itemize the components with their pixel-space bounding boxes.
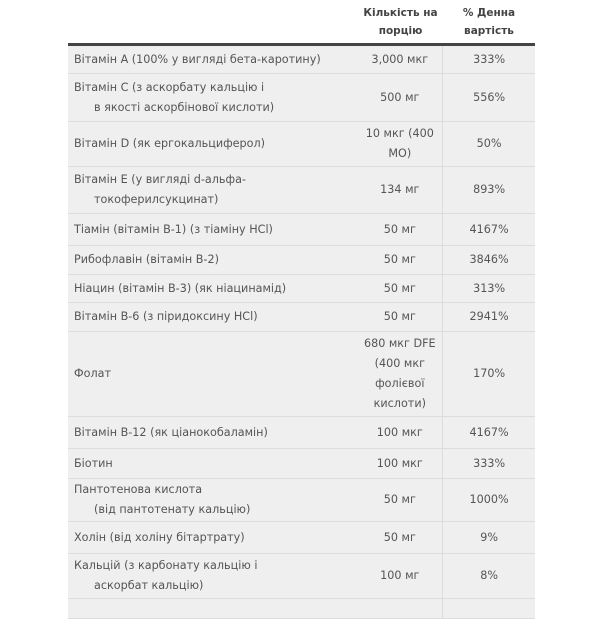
nutrient-name: Фолат	[68, 332, 357, 416]
table-row: Біотин 100 мкг 333%	[68, 449, 535, 479]
table-row: Вітамін Е (у вигляді d-альфа-токоферилсу…	[68, 167, 535, 214]
amount-per-serving: 50 мг	[383, 493, 416, 506]
header-daily-value: % Денна вартість	[462, 6, 516, 37]
daily-value: 4167%	[442, 214, 535, 245]
amount-per-serving: 10 мкг (400 МО)	[365, 127, 434, 160]
table-row: Ніацин (вітамін В-3) (як ніацинамід) 50 …	[68, 275, 535, 303]
amount-per-serving: 680 мкг DFE (400 мкг фолієвої кислоти)	[363, 337, 436, 410]
daily-value: 893%	[442, 167, 535, 213]
table-row: Фолат 680 мкг DFE (400 мкг фолієвої кисл…	[68, 332, 535, 417]
nutrient-name-line2: (від пантотенату кальцію)	[94, 503, 251, 516]
nutrient-name-line1: Вітамін С (з аскорбату кальцію і	[74, 80, 265, 94]
nutrient-name: Кальцій (з карбонату кальцію і аскорбат к…	[68, 554, 357, 598]
header-name	[68, 0, 358, 43]
amount-per-serving: 100 мкг	[376, 425, 423, 439]
table-header: Кількість на порцію % Денна вартість	[68, 0, 535, 46]
table-row: Вітамін С (з аскорбату кальцію і в якості…	[68, 74, 535, 122]
daily-value: 50%	[442, 122, 535, 166]
nutrient-name-line1: Вітамін Е (у вигляді d-альфа-	[74, 173, 246, 186]
nutrient-name: Тіамін (вітамін В-1) (з тіаміну HCl)	[68, 214, 357, 245]
amount-per-serving: 100 мкг	[376, 456, 423, 470]
nutrient-name-line1: Кальцій (з карбонату кальцію і	[74, 559, 258, 572]
daily-value: 556%	[442, 74, 535, 121]
amount-per-serving: 50 мг	[383, 281, 416, 295]
table-row: Тіамін (вітамін В-1) (з тіаміну HCl) 50 …	[68, 214, 535, 246]
amount-per-serving: 134 мг	[380, 183, 420, 196]
nutrient-name: Пантотенова кислота (від пантотенату каль…	[68, 479, 357, 521]
nutrient-name: Вітамін А (100% у вигляді бета-каротину)	[68, 46, 357, 73]
amount-per-serving: 50 мг	[383, 310, 416, 323]
amount-per-serving: 50 мг	[383, 222, 416, 236]
table-row: Холін (від холіну бітартрату) 50 мг 9%	[68, 522, 535, 554]
daily-value: 2941%	[442, 303, 535, 331]
header-amount: Кількість на порцію	[363, 6, 438, 37]
nutrient-name-line1: Біотин	[74, 456, 113, 470]
daily-value: 313%	[442, 275, 535, 302]
daily-value: 170%	[442, 332, 535, 416]
table-row: Вітамін В-12 (як ціанокобаламін) 100 мкг…	[68, 417, 535, 449]
nutrient-name-line1: Рибофлавін (вітамін В-2)	[74, 253, 219, 266]
amount-per-serving: 500 мг	[380, 90, 420, 104]
table-row: Вітамін D (як ергокальциферол) 10 мкг (4…	[68, 122, 535, 167]
nutrient-name: Рибофлавін (вітамін В-2)	[68, 246, 357, 274]
nutrient-name-line2: аскорбат кальцію)	[94, 579, 204, 592]
daily-value: 1000%	[442, 479, 535, 521]
daily-value: 333%	[442, 449, 535, 478]
amount-per-serving: 3,000 мкг	[371, 52, 429, 66]
supplement-facts-table: Кількість на порцію % Денна вартість Віт…	[68, 0, 535, 619]
daily-value: 9%	[442, 522, 535, 553]
daily-value: 4167%	[442, 417, 535, 448]
nutrient-name-line1: Ніацин (вітамін В-3) (як ніацинамід)	[74, 281, 287, 295]
nutrient-name-line2: токоферилсукцинат)	[94, 193, 219, 206]
nutrient-name: Вітамін С (з аскорбату кальцію і в якості…	[68, 74, 357, 121]
daily-value: 8%	[442, 554, 535, 598]
nutrient-name-line1: Холін (від холіну бітартрату)	[74, 530, 245, 544]
daily-value: 333%	[442, 46, 535, 73]
amount-per-serving: 50 мг	[383, 530, 416, 544]
nutrient-name-line1: Вітамін D (як ергокальциферол)	[74, 137, 266, 150]
nutrient-name-line1: Пантотенова кислота	[74, 483, 203, 496]
nutrient-name: Вітамін В-6 (з піридоксину HCl)	[68, 303, 357, 331]
nutrient-name: Вітамін Е (у вигляді d-альфа-токоферилсу…	[68, 167, 357, 213]
nutrient-name: Біотин	[68, 449, 357, 478]
nutrient-name-line1: Вітамін В-6 (з піридоксину HCl)	[74, 310, 258, 323]
table-row: Кальцій (з карбонату кальцію і аскорбат к…	[68, 554, 535, 599]
nutrient-name-line1: Тіамін (вітамін В-1) (з тіаміну HCl)	[74, 222, 273, 236]
nutrient-name: Вітамін В-12 (як ціанокобаламін)	[68, 417, 357, 448]
nutrient-name-line1: Вітамін А (100% у вигляді бета-каротину)	[74, 52, 321, 66]
table-row: Рибофлавін (вітамін В-2) 50 мг 3846%	[68, 246, 535, 275]
table-row	[68, 599, 535, 619]
table-row: Вітамін В-6 (з піридоксину HCl) 50 мг 29…	[68, 303, 535, 332]
nutrient-name: Вітамін D (як ергокальциферол)	[68, 122, 357, 166]
table-row: Пантотенова кислота (від пантотенату каль…	[68, 479, 535, 522]
nutrient-name: Холін (від холіну бітартрату)	[68, 522, 357, 553]
table-row: Вітамін А (100% у вигляді бета-каротину)…	[68, 46, 535, 74]
nutrient-name-line1: Фолат	[74, 367, 111, 380]
nutrient-name-line1: Вітамін В-12 (як ціанокобаламін)	[74, 425, 268, 439]
amount-per-serving: 50 мг	[383, 253, 416, 266]
daily-value: 3846%	[442, 246, 535, 274]
nutrient-name-line2: в якості аскорбінової кислоти)	[94, 100, 275, 114]
amount-per-serving: 100 мг	[380, 569, 420, 582]
nutrient-name: Ніацин (вітамін В-3) (як ніацинамід)	[68, 275, 357, 302]
